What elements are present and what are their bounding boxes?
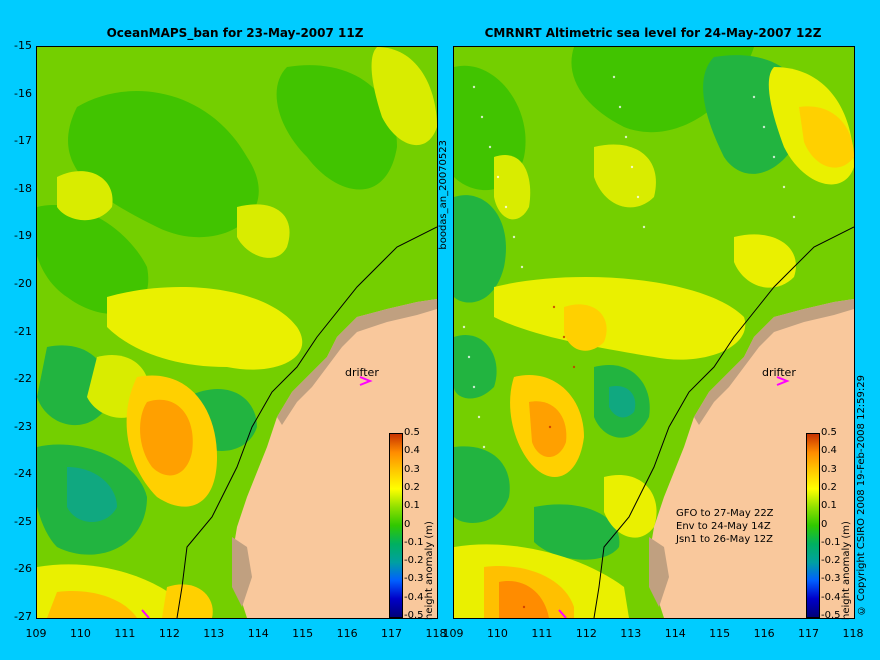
x-tick-label: 111 — [114, 627, 136, 640]
y-tick-label: -15 — [14, 39, 32, 52]
y-tick-label: -24 — [14, 467, 32, 481]
x-tick-label: 112 — [158, 627, 180, 640]
x-tick-label: 117 — [381, 627, 403, 640]
colorbar-tick-label: 0 — [821, 518, 828, 530]
colorbar-tick-label: 0.1 — [404, 500, 420, 512]
x-tick-label: 111 — [531, 627, 553, 640]
colorbar-tick-label: 0.1 — [821, 500, 837, 512]
copyright-label: © Copyright CSIRO 2008 19-Feb-2008 12:59… — [856, 375, 867, 616]
x-tick-label: 114 — [664, 627, 686, 640]
colorbar-tick-label: 0 — [404, 518, 411, 530]
satellite-coverage-info: GFO to 27-May 22Z Env to 24-May 14Z Jsn1… — [676, 507, 774, 546]
colorbar-tick-label: -0.5 — [404, 610, 424, 621]
left-drifter-label: drifter — [345, 366, 379, 379]
y-tick-label: -18 — [14, 181, 32, 195]
y-tick-label: -19 — [14, 229, 32, 243]
left-drifter-marker — [359, 376, 373, 386]
x-tick-label: 110 — [69, 627, 91, 640]
y-tick-label: -21 — [14, 324, 32, 338]
info-line-gfo: GFO to 27-May 22Z — [676, 508, 774, 519]
colorbar-tick-label: 0.4 — [821, 445, 837, 457]
right-panel-title: CMRNRT Altimetric sea level for 24-May-2… — [484, 26, 822, 40]
left-colorbar-label: height anomaly (m) — [424, 521, 435, 620]
y-tick-label: -27 — [14, 610, 32, 623]
left-map-panel: drifter — [36, 46, 438, 619]
y-tick-label: -17 — [14, 134, 32, 148]
y-tick-label: -26 — [14, 562, 32, 576]
colorbar-tick-label: -0.2 — [821, 555, 841, 567]
colorbar-tick-label: -0.3 — [404, 573, 424, 585]
colorbar-tick-label: 0.3 — [821, 463, 837, 475]
x-tick-label: 118 — [425, 627, 447, 640]
y-tick-label: -23 — [14, 419, 32, 433]
x-tick-label: 113 — [203, 627, 225, 640]
colorbar-tick-label: 0.5 — [821, 427, 837, 438]
colorbar-tick-label: 0.2 — [821, 481, 837, 493]
x-tick-label: 113 — [620, 627, 642, 640]
x-tick-label: 115 — [709, 627, 731, 640]
colorbar-tick-label: -0.1 — [404, 536, 424, 548]
right-colorbar-label: height anomaly (m) — [841, 521, 852, 620]
colorbar-tick-label: 0.5 — [404, 427, 420, 438]
colorbar-tick-label: -0.5 — [821, 610, 841, 621]
x-tick-label: 112 — [575, 627, 597, 640]
right-anomaly-field — [454, 47, 854, 618]
left-anomaly-field — [37, 47, 437, 618]
x-tick-label: 114 — [247, 627, 269, 640]
x-tick-label: 109 — [25, 627, 47, 640]
y-tick-label: -22 — [14, 372, 32, 386]
x-tick-label: 109 — [442, 627, 464, 640]
x-tick-label: 116 — [336, 627, 358, 640]
y-tick-label: -25 — [14, 514, 32, 528]
colorbar-tick-label: -0.4 — [821, 591, 841, 603]
right-map-panel: drifter GFO to 27-May 22Z Env to 24-May … — [453, 46, 855, 619]
right-drifter-marker — [776, 376, 790, 386]
colorbar-tick-label: 0.3 — [404, 463, 420, 475]
colorbar-tick-label: -0.1 — [821, 536, 841, 548]
x-tick-label: 117 — [798, 627, 820, 640]
right-colorbar — [806, 433, 820, 618]
info-line-env: Env to 24-May 14Z — [676, 521, 771, 532]
right-drifter-label: drifter — [762, 366, 796, 379]
colorbar-tick-label: 0.4 — [404, 445, 420, 457]
left-panel-title: OceanMAPS_ban for 23-May-2007 11Z — [106, 26, 364, 40]
colorbar-tick-label: -0.4 — [404, 591, 424, 603]
colorbar-tick-label: 0.2 — [404, 481, 420, 493]
x-tick-label: 110 — [486, 627, 508, 640]
left-colorbar — [389, 433, 403, 618]
x-tick-label: 116 — [753, 627, 775, 640]
y-tick-label: -16 — [14, 86, 32, 100]
colorbar-tick-label: -0.2 — [404, 555, 424, 567]
side-file-label: boodas_an_20070523 — [438, 140, 449, 250]
y-tick-label: -20 — [14, 276, 32, 290]
info-line-jsn1: Jsn1 to 26-May 12Z — [676, 534, 774, 545]
colorbar-tick-label: -0.3 — [821, 573, 841, 585]
x-tick-label: 115 — [292, 627, 314, 640]
x-tick-label: 118 — [842, 627, 864, 640]
